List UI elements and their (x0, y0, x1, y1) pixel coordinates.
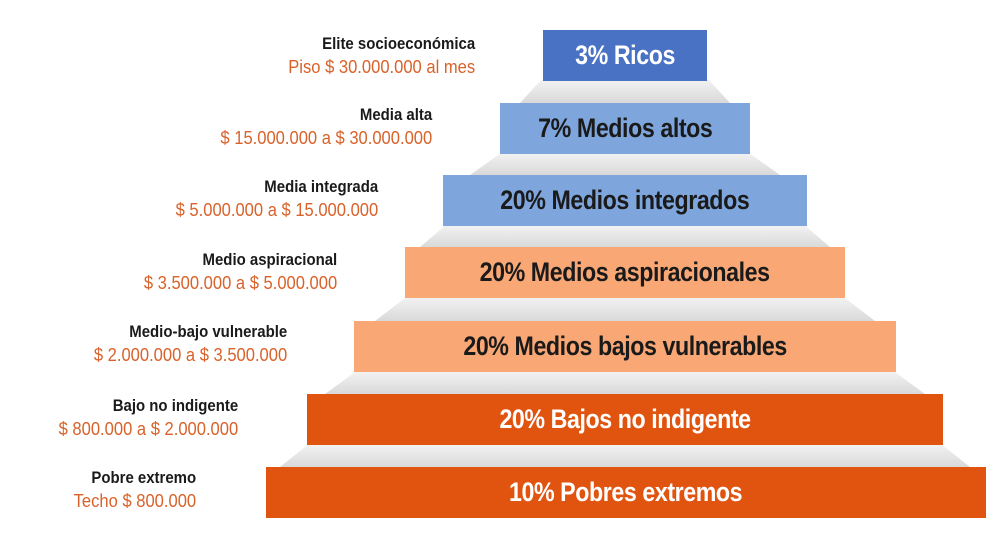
bar-label: 20% Bajos no indigente (499, 404, 751, 434)
label-range: $ 5.000.000 a $ 15.000.000 (175, 200, 378, 220)
bar-label: 3% Ricos (575, 40, 675, 70)
label-title: Media integrada (264, 177, 378, 196)
label-title: Elite socioeconómica (322, 34, 475, 53)
label-title: Bajo no indigente (112, 396, 238, 415)
label-title: Media alta (359, 105, 432, 124)
bar-label: 20% Medios bajos vulnerables (463, 331, 787, 361)
label-range: $ 3.500.000 a $ 5.000.000 (143, 273, 337, 293)
bar-label: 20% Medios integrados (500, 185, 750, 215)
step-shade (325, 372, 925, 394)
bar-label: 7% Medios altos (537, 113, 713, 143)
label-range: Techo $ 800.000 (73, 491, 196, 511)
label-bajo-no-indigente: Bajo no indigente $ 800.000 a $ 2.000.00… (43, 395, 238, 441)
label-media-integrada: Media integrada $ 5.000.000 a $ 15.000.0… (158, 176, 378, 222)
bar-medios-aspiracionales: 20% Medios aspiracionales (405, 247, 845, 298)
label-medio-aspiracional: Medio aspiracional $ 3.500.000 a $ 5.000… (127, 249, 337, 295)
label-range: $ 15.000.000 a $ 30.000.000 (220, 128, 432, 148)
label-title: Medio-bajo vulnerable (129, 322, 287, 341)
label-elite: Elite socioeconómica Piso $ 30.000.000 a… (272, 33, 475, 79)
label-title: Medio aspiracional (202, 250, 337, 269)
label-range: Piso $ 30.000.000 al mes (288, 57, 475, 77)
bar-label: 20% Medios aspiracionales (480, 257, 770, 287)
bar-bajos-no-indigente: 20% Bajos no indigente (307, 394, 943, 445)
bar-pobres-extremos: 10% Pobres extremos (266, 467, 986, 518)
step-shade (280, 445, 970, 467)
label-media-alta: Media alta $ 15.000.000 a $ 30.000.000 (202, 104, 432, 150)
label-range: $ 800.000 a $ 2.000.000 (58, 419, 238, 439)
label-pobre-extremo: Pobre extremo Techo $ 800.000 (63, 467, 196, 513)
bar-ricos: 3% Ricos (543, 30, 707, 81)
bar-medios-altos: 7% Medios altos (500, 103, 750, 154)
step-shade (420, 226, 830, 247)
bar-label: 10% Pobres extremos (509, 477, 743, 507)
step-shade (470, 153, 780, 175)
bar-medios-bajos-vulnerables: 20% Medios bajos vulnerables (354, 321, 896, 372)
label-range: $ 2.000.000 a $ 3.500.000 (93, 345, 287, 365)
step-shade (520, 80, 730, 103)
step-shade (375, 298, 875, 321)
bar-medios-integrados: 20% Medios integrados (443, 175, 807, 226)
label-title: Pobre extremo (91, 468, 196, 487)
label-medio-bajo-vulnerable: Medio-bajo vulnerable $ 2.000.000 a $ 3.… (77, 321, 287, 367)
